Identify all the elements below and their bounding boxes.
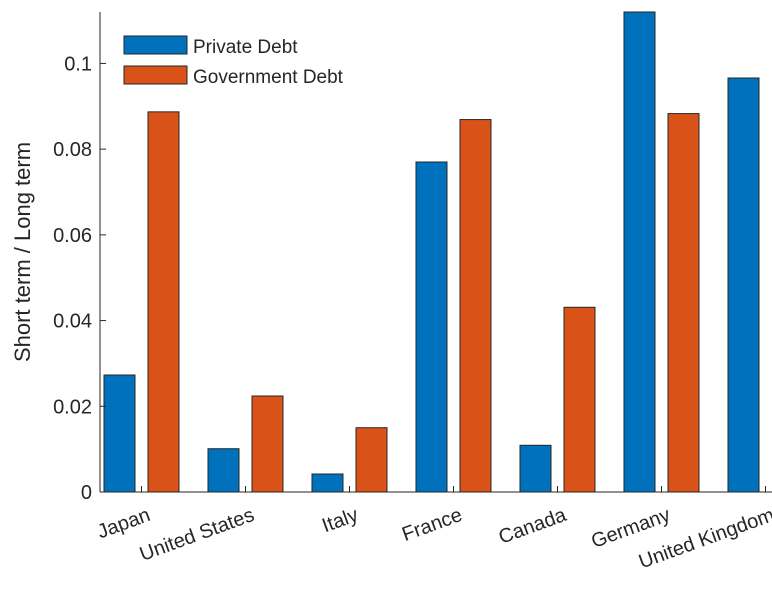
bar-private-debt-canada xyxy=(519,444,552,493)
y-tick-label: 0 xyxy=(81,482,92,504)
bar-private-debt-united-kingdom xyxy=(727,77,760,493)
bar-government-debt-germany xyxy=(667,113,700,493)
y-tick-label: 0.02 xyxy=(53,396,92,418)
bar-government-debt-canada xyxy=(563,306,596,493)
bar-government-debt-japan xyxy=(147,111,180,493)
bar-private-debt-japan xyxy=(103,374,136,493)
bar-government-debt-italy xyxy=(355,427,388,493)
axes-layer xyxy=(99,12,772,493)
y-ticks: 0 0.02 0.04 0.06 0.08 0.1 xyxy=(53,53,106,504)
x-tick-label-france: France xyxy=(399,504,465,546)
bar-private-debt-italy xyxy=(311,473,344,493)
x-tick-label-united-states: United States xyxy=(137,504,257,566)
bar-government-debt-france xyxy=(459,119,492,493)
y-tick-label: 0.04 xyxy=(53,311,92,333)
y-tick-label: 0.08 xyxy=(53,139,92,161)
x-tick-label-japan: Japan xyxy=(94,504,153,543)
y-axis-label: Short term / Long term xyxy=(10,142,35,362)
bar-private-debt-france xyxy=(415,161,448,493)
bar-private-debt-united-states xyxy=(207,448,240,493)
bars-layer xyxy=(103,11,760,493)
y-tick-label: 0.1 xyxy=(64,53,92,75)
bar-government-debt-united-states xyxy=(251,395,284,493)
legend: Private Debt Government Debt xyxy=(123,35,344,88)
legend-swatch-private-debt xyxy=(123,35,188,55)
x-tick-label-canada: Canada xyxy=(496,504,570,549)
legend-swatch-government-debt xyxy=(123,65,188,85)
x-tick-label-italy: Italy xyxy=(319,504,361,537)
bar-private-debt-germany xyxy=(623,11,656,493)
legend-label-private-debt: Private Debt xyxy=(193,37,298,58)
y-tick-label: 0.06 xyxy=(53,225,92,247)
legend-label-government-debt: Government Debt xyxy=(193,67,344,88)
